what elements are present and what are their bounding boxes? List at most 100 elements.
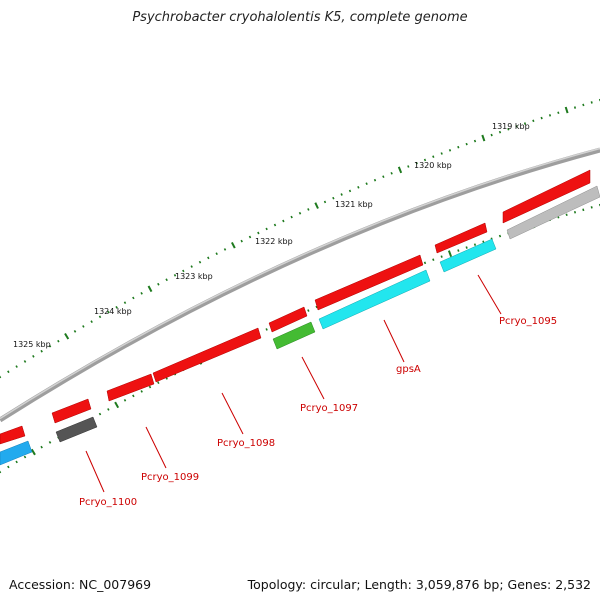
major-tick bbox=[30, 448, 36, 456]
map-title: Psychrobacter cryohalolentis K5, complet… bbox=[132, 10, 468, 25]
label-leaders bbox=[85, 274, 502, 493]
minor-tick bbox=[523, 122, 527, 125]
minor-tick bbox=[432, 155, 435, 158]
gene-feature[interactable] bbox=[55, 416, 98, 443]
minor-tick bbox=[265, 328, 268, 331]
gene-labels: Pcryo_1095 gpsA Pcryo_1097 Pcryo_1098 Pc… bbox=[79, 316, 557, 508]
major-tick bbox=[397, 166, 403, 174]
minor-tick bbox=[340, 193, 343, 196]
gene-feature[interactable] bbox=[502, 169, 591, 224]
minor-tick bbox=[423, 158, 427, 162]
minor-tick bbox=[82, 325, 85, 328]
gene-label-pcryo-1095[interactable]: Pcryo_1095 bbox=[499, 316, 557, 327]
gene-feature[interactable] bbox=[314, 254, 424, 311]
minor-tick bbox=[382, 175, 385, 179]
tick-label-1321: 1321 kbp bbox=[335, 200, 373, 209]
minor-tick bbox=[40, 349, 43, 353]
minor-tick bbox=[582, 208, 585, 212]
minor-tick bbox=[573, 210, 577, 214]
gene-feature[interactable] bbox=[0, 440, 33, 466]
minor-tick bbox=[165, 278, 168, 282]
minor-tick bbox=[507, 127, 510, 131]
minor-tick bbox=[182, 269, 185, 273]
gene-feature[interactable] bbox=[268, 306, 308, 333]
genome-summary-text: Topology: circular; Length: 3,059,876 bp… bbox=[247, 577, 591, 592]
minor-tick bbox=[590, 101, 593, 104]
minor-tick bbox=[365, 182, 368, 186]
gene-feature[interactable] bbox=[272, 321, 316, 350]
minor-tick bbox=[457, 145, 460, 149]
leader-line bbox=[477, 274, 502, 315]
outer-tick-ring bbox=[0, 98, 600, 379]
minor-tick bbox=[490, 133, 493, 137]
minor-tick bbox=[40, 445, 43, 449]
tick-label-1319: 1319 kbp bbox=[492, 122, 530, 131]
gene-feature[interactable] bbox=[506, 185, 600, 240]
minor-tick bbox=[190, 265, 193, 268]
minor-tick bbox=[373, 178, 377, 182]
minor-tick bbox=[440, 152, 443, 155]
gene-label-pcryo-1097[interactable]: Pcryo_1097 bbox=[300, 403, 358, 414]
gene-label-pcryo-1099[interactable]: Pcryo_1099 bbox=[141, 472, 199, 483]
minor-tick bbox=[140, 291, 143, 295]
minor-tick bbox=[315, 305, 318, 309]
gene-feature[interactable] bbox=[439, 238, 497, 273]
minor-tick bbox=[498, 130, 502, 134]
minor-tick bbox=[57, 339, 60, 343]
reverse-strand-genes bbox=[0, 185, 600, 466]
gene-feature[interactable] bbox=[318, 269, 431, 330]
gene-label-gpsa[interactable]: gpsA bbox=[396, 364, 421, 375]
minor-tick bbox=[440, 255, 443, 258]
minor-tick bbox=[515, 125, 518, 128]
minor-tick bbox=[248, 235, 252, 239]
minor-tick bbox=[323, 200, 327, 204]
minor-tick bbox=[332, 196, 335, 200]
minor-tick bbox=[582, 103, 585, 107]
forward-strand-genes bbox=[0, 169, 591, 445]
minor-tick bbox=[15, 365, 18, 368]
minor-tick bbox=[0, 375, 2, 379]
minor-tick bbox=[498, 234, 502, 238]
gene-feature[interactable] bbox=[434, 222, 488, 254]
accession-text: Accession: NC_007969 bbox=[9, 577, 152, 592]
minor-tick bbox=[107, 408, 110, 411]
major-tick bbox=[64, 332, 70, 340]
leader-line bbox=[383, 319, 405, 363]
minor-tick bbox=[157, 381, 160, 385]
minor-tick bbox=[240, 239, 243, 243]
minor-tick bbox=[23, 360, 27, 363]
minor-tick bbox=[73, 329, 77, 333]
minor-tick bbox=[23, 455, 27, 459]
minor-tick bbox=[465, 246, 468, 249]
minor-tick bbox=[98, 315, 102, 319]
gene-feature[interactable] bbox=[51, 398, 92, 424]
tick-labels: 1319 kbp 1320 kbp 1321 kbp 1322 kbp 1323… bbox=[13, 122, 530, 349]
tick-label-1322: 1322 kbp bbox=[255, 237, 293, 246]
minor-tick bbox=[448, 149, 452, 152]
leader-line bbox=[145, 426, 167, 469]
major-tick bbox=[114, 401, 120, 409]
leader-line bbox=[301, 356, 325, 400]
gene-feature[interactable] bbox=[0, 425, 26, 445]
minor-tick bbox=[0, 470, 2, 474]
minor-tick bbox=[173, 274, 177, 277]
minor-tick bbox=[265, 227, 268, 231]
minor-tick bbox=[273, 223, 277, 227]
tick-label-1324: 1324 kbp bbox=[94, 307, 132, 316]
gene-label-pcryo-1098[interactable]: Pcryo_1098 bbox=[217, 438, 275, 449]
leader-line bbox=[85, 450, 105, 493]
minor-tick bbox=[132, 394, 135, 398]
minor-tick bbox=[107, 310, 110, 314]
gene-feature[interactable] bbox=[152, 327, 262, 383]
gene-feature[interactable] bbox=[106, 373, 155, 402]
minor-tick bbox=[7, 465, 10, 469]
major-tick bbox=[147, 285, 153, 293]
major-tick bbox=[564, 106, 569, 114]
minor-tick bbox=[357, 185, 360, 189]
minor-tick bbox=[282, 219, 285, 223]
minor-tick bbox=[215, 252, 218, 256]
minor-tick bbox=[473, 243, 477, 246]
gene-label-pcryo-1100[interactable]: Pcryo_1100 bbox=[79, 497, 137, 508]
minor-tick bbox=[290, 215, 293, 219]
